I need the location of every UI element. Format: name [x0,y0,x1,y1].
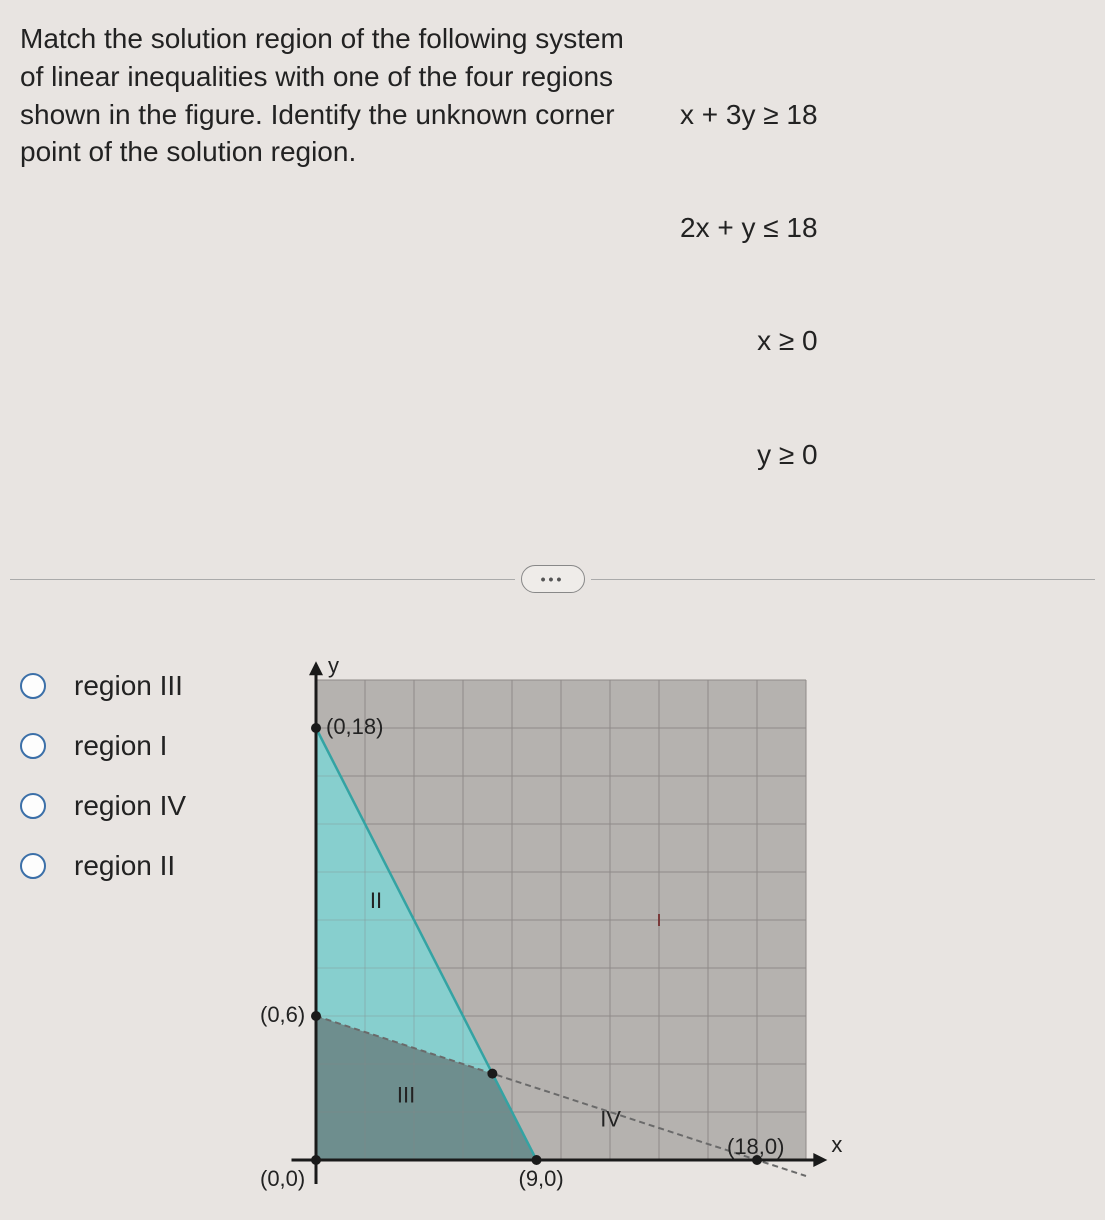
svg-text:(0,0): (0,0) [260,1166,305,1191]
inequality-3: x ≥ 0 [680,322,818,360]
radio-icon [20,853,46,879]
more-button[interactable]: ••• [521,565,585,593]
option-label: region II [74,850,175,882]
option-region-iv[interactable]: region IV [20,790,186,822]
svg-text:III: III [397,1083,415,1108]
graph-area: yxIIIIIIV(0,18)(0,6)(0,0)(9,0)(18,0) [246,660,1095,1220]
option-region-iii[interactable]: region III [20,670,186,702]
radio-icon [20,793,46,819]
option-region-ii[interactable]: region II [20,850,186,882]
options-list: region III region I region IV region II [20,660,186,1220]
inequality-4: y ≥ 0 [680,436,818,474]
svg-text:(0,18): (0,18) [326,714,383,739]
svg-text:II: II [370,888,382,913]
svg-text:(9,0): (9,0) [519,1166,564,1191]
option-label: region III [74,670,183,702]
svg-text:y: y [328,660,339,678]
divider-button-wrap: ••• [515,565,591,593]
answer-section: region III region I region IV region II … [10,580,1095,1220]
option-label: region IV [74,790,186,822]
radio-icon [20,673,46,699]
inequality-2: 2x + y ≤ 18 [680,209,818,247]
inequality-graph: yxIIIIIIV(0,18)(0,6)(0,0)(9,0)(18,0) [246,660,866,1220]
svg-text:(18,0): (18,0) [727,1134,784,1159]
option-region-i[interactable]: region I [20,730,186,762]
radio-icon [20,733,46,759]
option-label: region I [74,730,167,762]
inequality-1: x + 3y ≥ 18 [680,96,818,134]
inequalities-block: x + 3y ≥ 18 2x + y ≤ 18 x ≥ 0 y ≥ 0 [680,20,978,549]
svg-text:x: x [831,1132,842,1157]
svg-text:IV: IV [600,1107,621,1132]
svg-text:(0,6): (0,6) [260,1002,305,1027]
question-text: Match the solution region of the followi… [20,20,640,549]
question-header: Match the solution region of the followi… [10,20,1095,580]
